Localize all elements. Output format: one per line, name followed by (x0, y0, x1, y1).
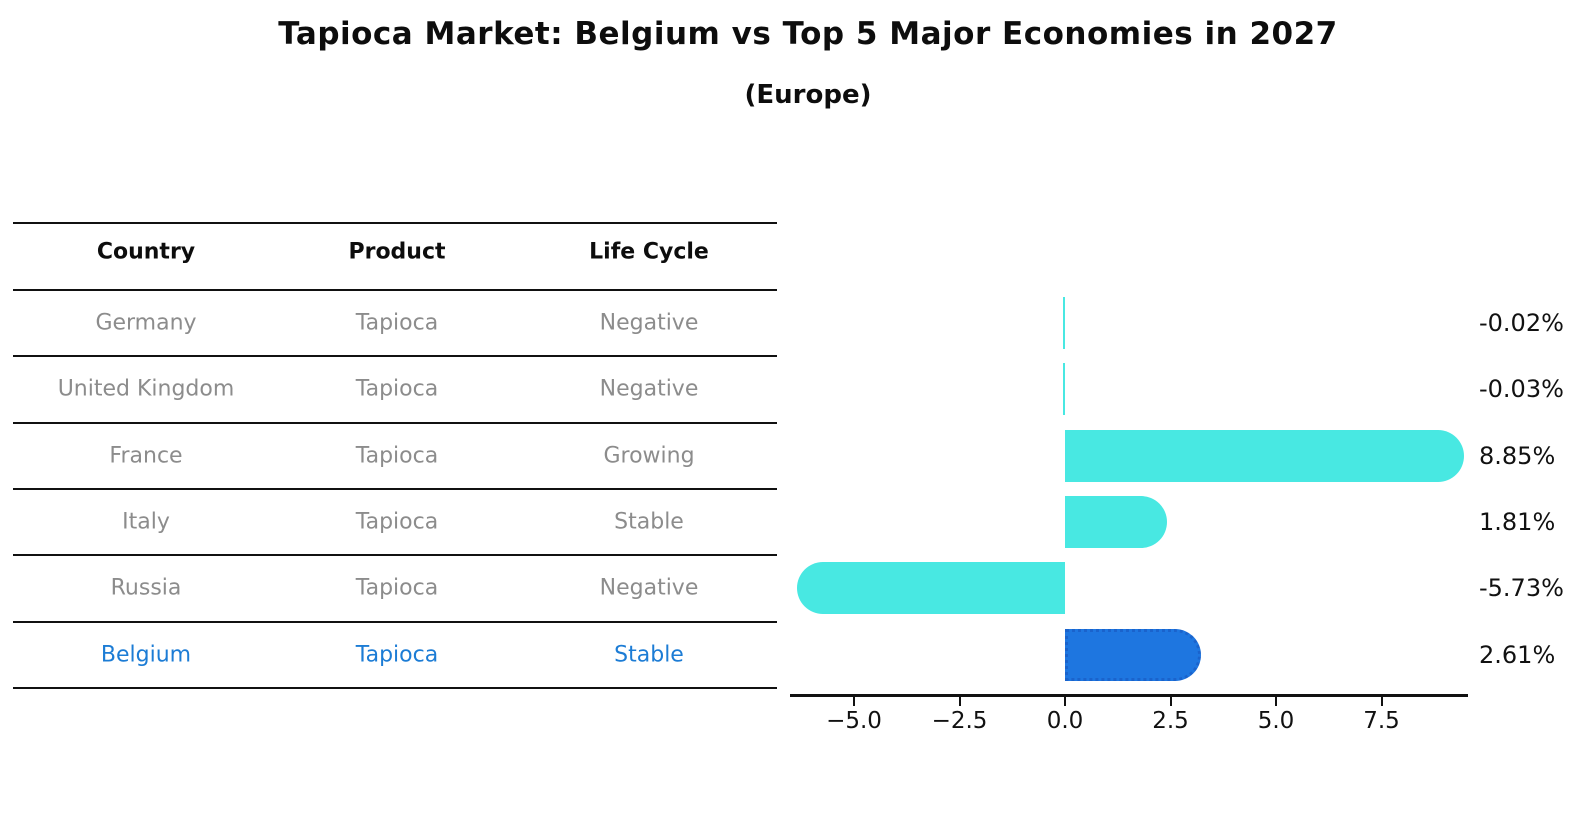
table-row-separator (13, 687, 777, 689)
x-axis-tick-label: 0.0 (1046, 708, 1084, 734)
cell-life-cycle: Negative (599, 376, 699, 402)
cell-country: Germany (95, 310, 197, 336)
cell-life-cycle: Stable (614, 642, 684, 667)
x-axis-tick (1275, 697, 1277, 706)
table-header-border (13, 289, 777, 291)
cell-life-cycle: Negative (599, 310, 699, 336)
bar-italy (1065, 495, 1168, 548)
table-row-separator (13, 621, 777, 623)
table-row-separator (13, 488, 777, 490)
x-axis-tick (853, 697, 855, 706)
value-label-belgium: 2.61% (1479, 640, 1556, 669)
bar-germany (1062, 297, 1065, 349)
cell-country: Italy (122, 509, 170, 535)
table-top-border (13, 222, 777, 224)
cell-product: Tapioca (355, 310, 439, 336)
cell-country: France (109, 443, 183, 469)
value-label-germany: -0.02% (1479, 309, 1564, 337)
x-axis-tick-label: −5.0 (826, 708, 882, 734)
x-axis-tick (1380, 697, 1383, 706)
cell-product: Tapioca (355, 376, 439, 402)
table-header-product: Product (348, 239, 446, 265)
cell-country: United Kingdom (57, 376, 235, 402)
value-label-united-kingdom: -0.03% (1479, 375, 1564, 404)
table-row-separator (13, 554, 777, 556)
value-label-france: 8.85% (1479, 441, 1556, 470)
chart-subtitle: (Europe) (744, 80, 872, 110)
cell-product: Tapioca (355, 575, 439, 601)
table-header-country: Country (96, 239, 196, 265)
x-axis-line (790, 694, 1468, 697)
x-axis-tick (1064, 697, 1066, 706)
cell-life-cycle: Negative (599, 575, 699, 601)
cell-product: Tapioca (355, 642, 439, 667)
x-axis-tick-label: −2.5 (931, 708, 988, 734)
table-header-lifecycle: Life Cycle (589, 239, 709, 265)
bar-belgium (1065, 628, 1202, 681)
cell-country: Russia (110, 575, 182, 601)
cell-product: Tapioca (355, 443, 439, 469)
table-row-separator (13, 355, 777, 357)
table-row-separator (13, 422, 777, 424)
value-label-italy: 1.81% (1479, 507, 1556, 536)
cell-product: Tapioca (355, 509, 439, 535)
bar-russia (797, 562, 1065, 615)
x-axis-tick (958, 697, 961, 706)
x-axis-tick-label: 7.5 (1363, 708, 1400, 734)
cell-life-cycle: Stable (614, 509, 684, 535)
x-axis-tick (1169, 697, 1172, 706)
value-label-russia: -5.73% (1479, 574, 1564, 603)
x-axis-tick-label: 5.0 (1257, 708, 1295, 734)
bar-united-kingdom (1062, 363, 1065, 416)
chart-title: Tapioca Market: Belgium vs Top 5 Major E… (278, 16, 1338, 52)
cell-life-cycle: Growing (603, 443, 695, 469)
bar-france (1065, 429, 1465, 482)
x-axis-tick-label: 2.5 (1152, 708, 1189, 734)
cell-country: Belgium (100, 642, 192, 667)
